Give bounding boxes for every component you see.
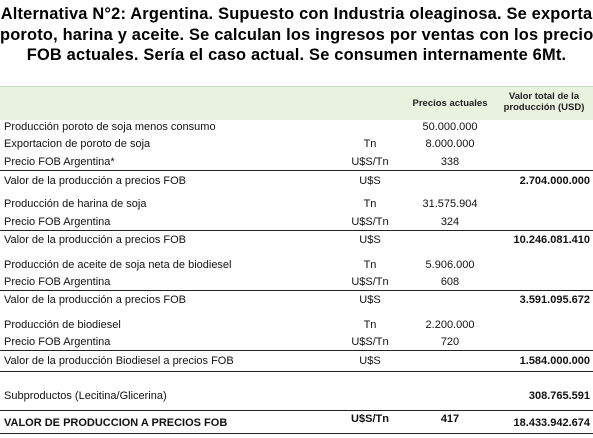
row-unit: U$S/Tn (351, 156, 389, 168)
table-row: Valor de la producción Biodiesel a preci… (0, 354, 593, 369)
row-unit: U$S/Tn (351, 216, 389, 228)
row-unit: U$S/Tn (351, 336, 389, 348)
row-label: Exportacion de poroto de soja (4, 138, 151, 150)
row-unit: U$S (359, 175, 381, 187)
page-title: Alternativa N°2: Argentina. Supuesto con… (0, 4, 593, 66)
row-divider (0, 433, 593, 434)
row-total: 308.765.591 (528, 390, 590, 402)
row-total: 1.584.000.000 (519, 355, 590, 367)
table-row: Producción de harina de soja Tn 31.575.9… (0, 197, 593, 212)
row-price: 608 (440, 276, 460, 288)
row-unit: U$S/Tn (351, 276, 389, 288)
table-row: Precio FOB Argentina U$S/Tn 608 (0, 275, 593, 290)
row-price: 5.906.000 (425, 259, 475, 271)
row-divider (0, 290, 593, 291)
table-header-band (0, 86, 593, 120)
row-unit: U$S (359, 355, 381, 367)
title-line-3: FOB actuales. Sería el caso actual. Se c… (26, 46, 567, 64)
row-label: Producción poroto de soja menos consumo (4, 121, 216, 133)
row-price: 338 (440, 156, 460, 168)
row-label: Producción de harina de soja (4, 198, 147, 210)
row-divider (0, 410, 593, 411)
row-price: 417 (440, 413, 460, 425)
table-row: Valor de la producción a precios FOB U$S… (0, 174, 593, 189)
row-label: Precio FOB Argentina* (4, 156, 115, 168)
row-label: Valor de la producción a precios FOB (4, 175, 186, 187)
table-row: Precio FOB Argentina U$S/Tn 720 (0, 335, 593, 350)
title-line-1: Alternativa N°2: Argentina. Supuesto con… (0, 5, 593, 23)
row-label: Producción de aceite de soja neta de bio… (4, 259, 232, 271)
row-price: 50.000.000 (422, 121, 478, 133)
row-label: Precio FOB Argentina (4, 336, 111, 348)
row-unit: U$S (359, 234, 381, 246)
table-row-total: VALOR DE PRODUCCION A PRECIOS FOB U$S/Tn… (0, 413, 593, 431)
row-label: Valor de la producción a precios FOB (4, 294, 186, 306)
row-total: 2.704.000.000 (519, 175, 590, 187)
row-divider (0, 371, 593, 372)
title-line-2: poroto, harina y aceite. Se calculan los… (0, 25, 593, 44)
row-total: 10.246.081.410 (513, 234, 590, 246)
table-row: Producción de biodiesel Tn 2.200.000 (0, 318, 593, 333)
row-label: Precio FOB Argentina (4, 276, 111, 288)
table-row: Valor de la producción a precios FOB U$S… (0, 293, 593, 308)
row-unit: Tn (363, 259, 377, 271)
row-label: Subproductos (Lecitina/Glicerina) (4, 390, 167, 402)
header-prices: Precios actuales (412, 98, 488, 109)
row-label: Valor de la producción a precios FOB (4, 234, 186, 246)
table-row: Producción de aceite de soja neta de bio… (0, 258, 593, 273)
row-unit: Tn (363, 198, 377, 210)
table-row: Producción poroto de soja menos consumo … (0, 120, 593, 135)
row-label: Valor de la producción Biodiesel a preci… (4, 355, 234, 367)
row-price: 324 (440, 216, 460, 228)
row-unit: U$S/Tn (351, 413, 389, 425)
row-label: VALOR DE PRODUCCION A PRECIOS FOB (4, 417, 228, 429)
row-unit: U$S (359, 294, 381, 306)
table-row: Subproductos (Lecitina/Glicerina) 308.76… (0, 389, 593, 404)
row-price: 8.000.000 (425, 138, 475, 150)
table-row: Precio FOB Argentina U$S/Tn 324 (0, 215, 593, 230)
row-divider (0, 170, 593, 171)
row-total: 18.433.942.674 (513, 417, 590, 429)
row-divider (0, 350, 593, 351)
row-price: 31.575.904 (422, 198, 478, 210)
table-row: Exportacion de poroto de soja Tn 8.000.0… (0, 137, 593, 152)
row-unit: Tn (363, 138, 377, 150)
row-divider (0, 230, 593, 231)
row-label: Producción de biodiesel (4, 319, 121, 331)
header-total: Valor total de la producción (USD) (503, 91, 585, 113)
row-label: Precio FOB Argentina (4, 216, 111, 228)
row-price: 720 (440, 336, 460, 348)
row-unit: Tn (363, 319, 377, 331)
table-row: Valor de la producción a precios FOB U$S… (0, 233, 593, 248)
row-price: 2.200.000 (425, 319, 475, 331)
row-total: 3.591.095.672 (519, 294, 590, 306)
table-row: Precio FOB Argentina* U$S/Tn 338 (0, 155, 593, 170)
